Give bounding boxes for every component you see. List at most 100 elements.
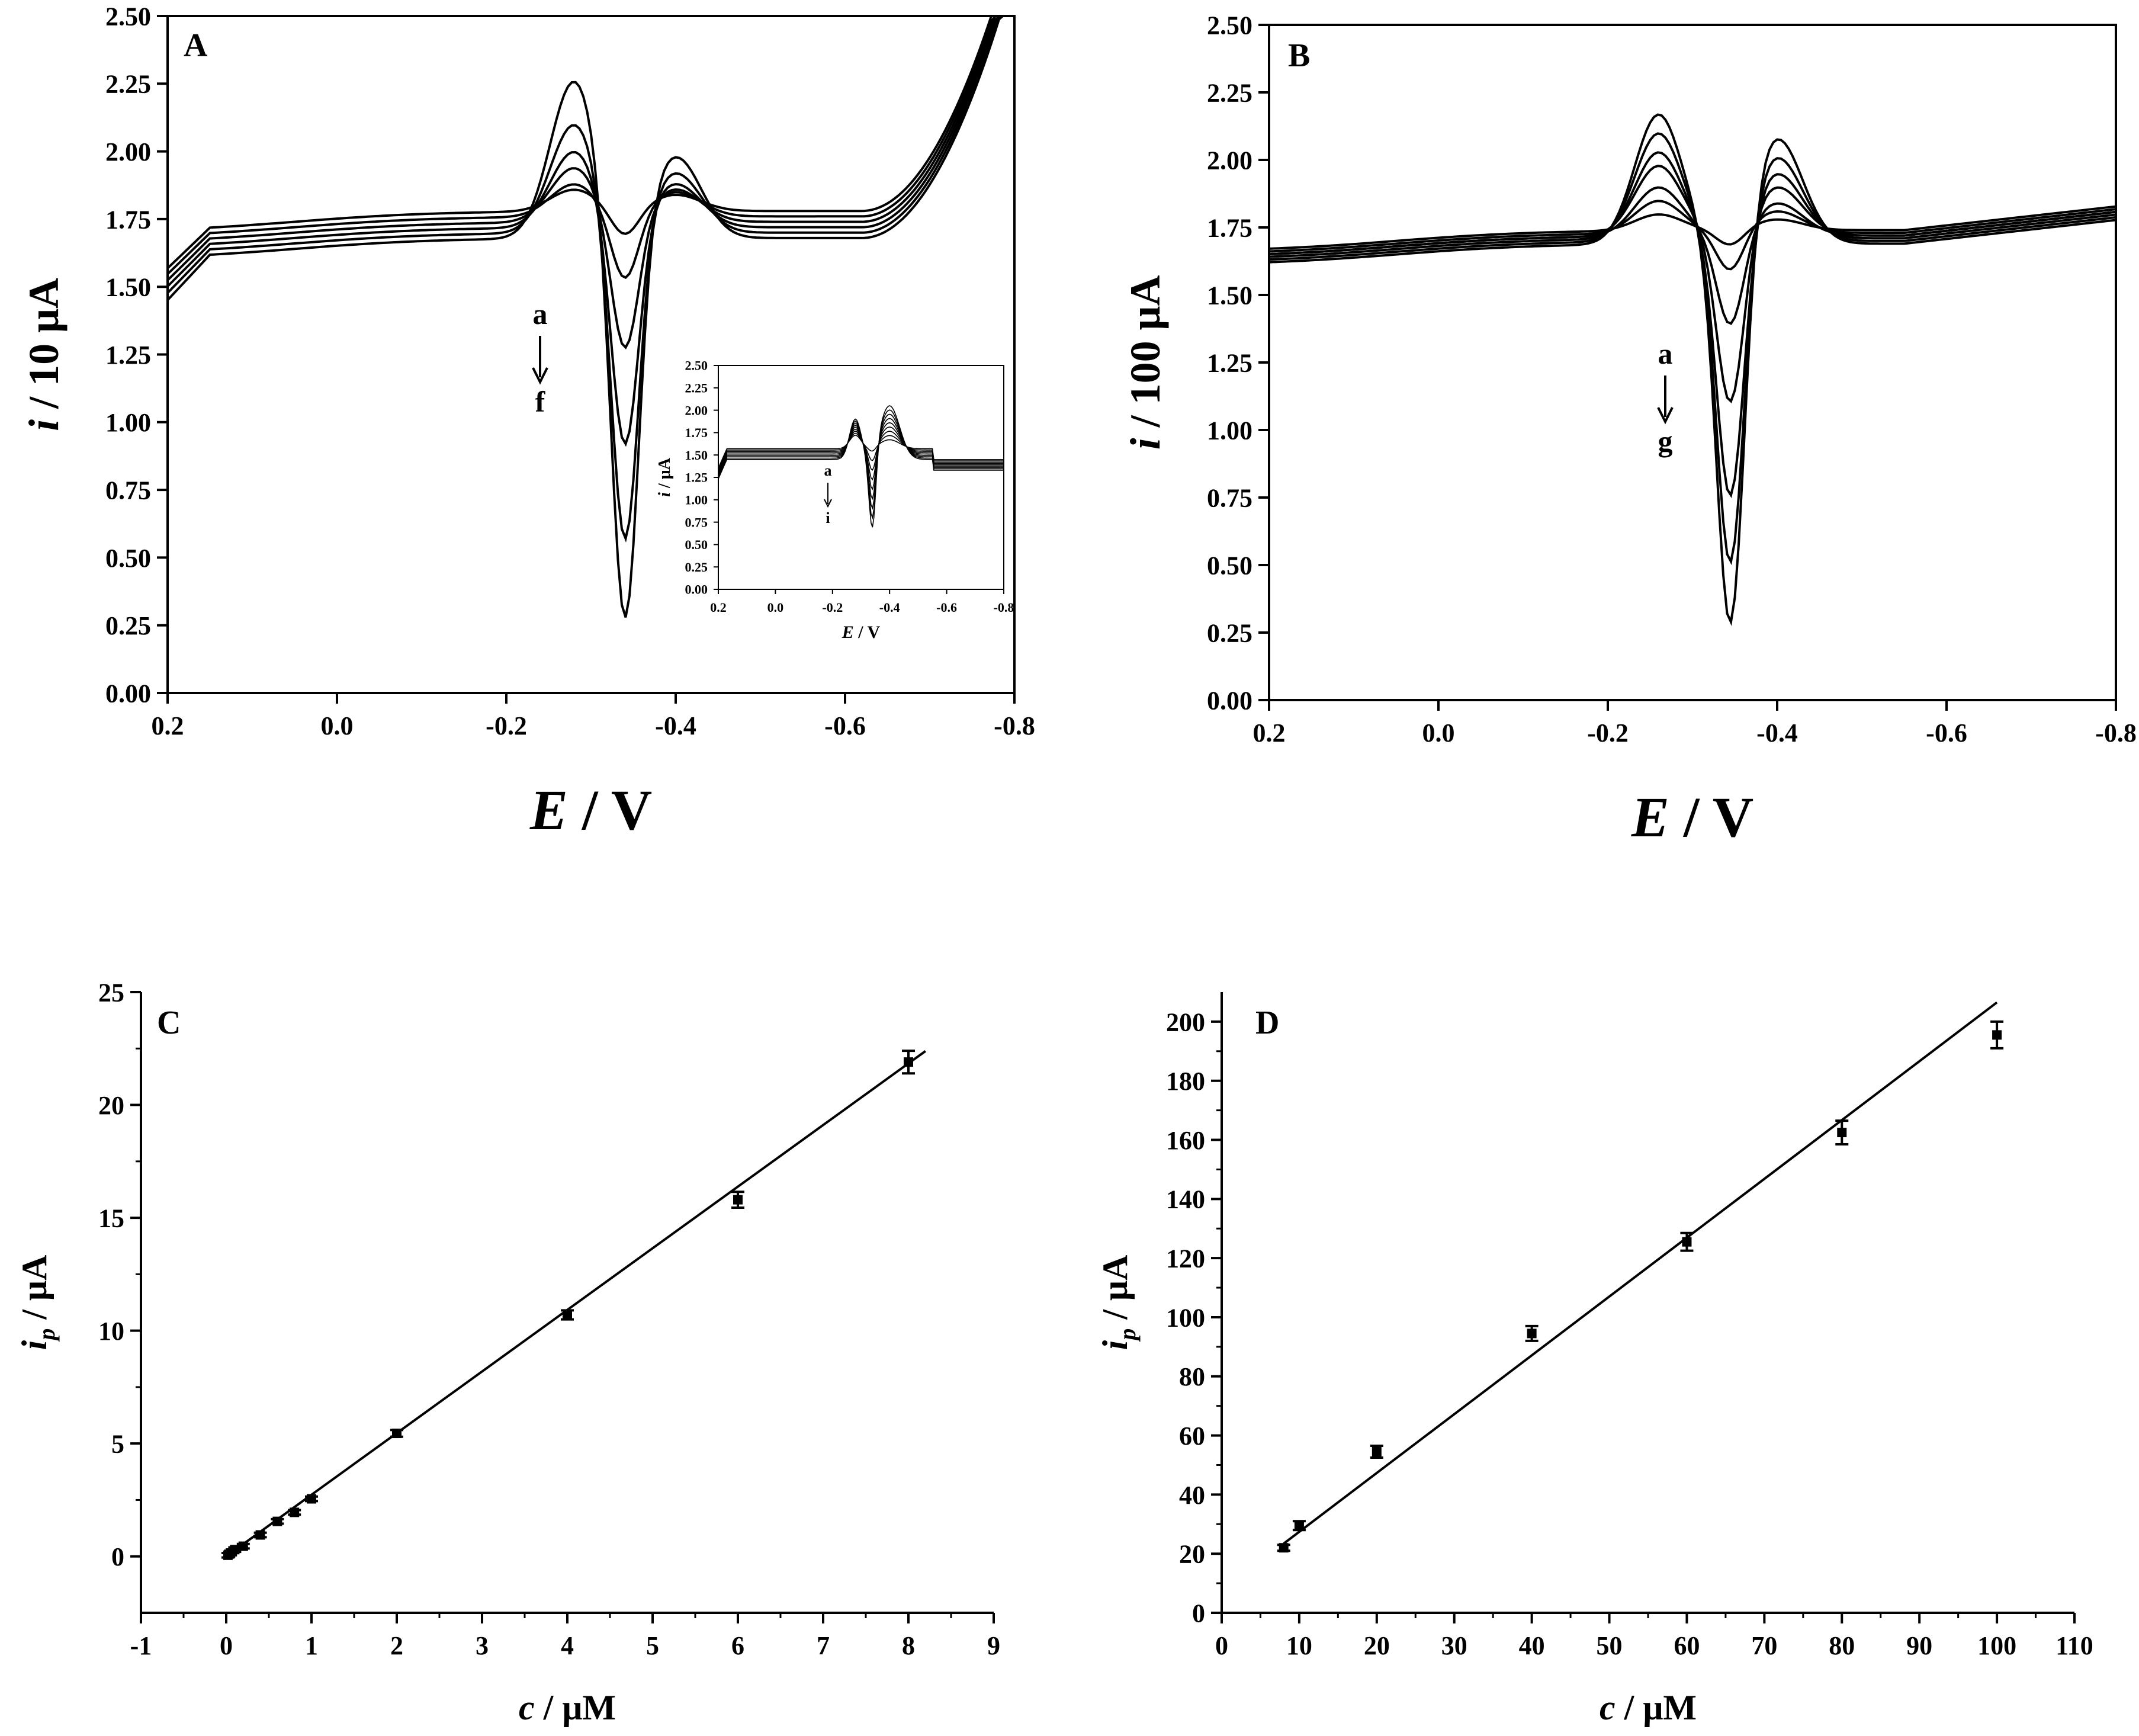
panel-A: 0.00 0.25 0.50 0.75 1.00 1.25 1.50 1.75 2.00 2.25… bbox=[20, 2, 1035, 842]
y-tick-label: 0.25 bbox=[1207, 618, 1252, 647]
x-tick-label: -0.6 bbox=[824, 711, 866, 740]
x-tick-label: 0.0 bbox=[321, 711, 354, 740]
y-axis-var: i bbox=[20, 419, 68, 431]
x-tick-label: -0.2 bbox=[486, 711, 527, 740]
x-tick-label: 0.2 bbox=[152, 711, 184, 740]
cv-curve-e bbox=[166, 15, 1014, 543]
arrow-start-label: a bbox=[1658, 337, 1673, 370]
x-tick-label: 80 bbox=[1829, 1631, 1855, 1660]
y-axis-unit: / 100 μA bbox=[1122, 275, 1169, 438]
data-point bbox=[255, 1530, 265, 1540]
data-point bbox=[307, 1494, 316, 1504]
arrow-start-label: a bbox=[533, 297, 548, 330]
data-point bbox=[904, 1057, 913, 1067]
inset-chart: 0.00 0.25 0.50 0.75 1.00 1.25 1.50 1.75 2.00 2.25… bbox=[656, 358, 1014, 642]
y-tick-label: 0.75 bbox=[1207, 483, 1252, 512]
y-tick-label: 60 bbox=[1179, 1421, 1205, 1451]
x-tick-label: -0.4 bbox=[879, 600, 900, 615]
y-axis-unit: / μA bbox=[15, 1255, 54, 1329]
y-tick-label: 15 bbox=[98, 1204, 124, 1233]
data-point bbox=[733, 1195, 743, 1205]
x-axis-var: E bbox=[529, 778, 568, 842]
fit-line bbox=[1283, 1001, 1998, 1545]
x-axis-title: c / μM bbox=[519, 1688, 616, 1727]
y-tick-label: 120 bbox=[1166, 1244, 1205, 1273]
x-axis-unit: / μM bbox=[535, 1688, 616, 1727]
y-tick-label: 2.25 bbox=[1207, 78, 1252, 107]
x-tick-label: 5 bbox=[646, 1631, 659, 1660]
y-axis-subscript: p bbox=[33, 1329, 60, 1342]
x-tick-label: -0.2 bbox=[1587, 718, 1629, 747]
y-axis-subscript: p bbox=[1114, 1329, 1141, 1342]
data-point bbox=[1837, 1128, 1847, 1138]
y-tick-label: 0.50 bbox=[105, 544, 151, 573]
y-axis-var: i bbox=[15, 1340, 54, 1350]
data-point bbox=[1992, 1030, 2002, 1040]
y-tick-label: 0.50 bbox=[1207, 551, 1252, 580]
x-axis-var: c bbox=[1600, 1688, 1616, 1727]
x-tick-label: 40 bbox=[1519, 1631, 1545, 1660]
y-tick-label: 5 bbox=[111, 1430, 124, 1459]
y-tick-label: 1.25 bbox=[1207, 348, 1252, 377]
y-axis-title: ip / μA bbox=[1096, 1255, 1141, 1350]
arrow-end-label: g bbox=[1658, 425, 1673, 458]
y-tick-label: 2.25 bbox=[105, 70, 151, 99]
x-tick-label: 3 bbox=[476, 1631, 489, 1660]
cv-curve-a bbox=[1268, 205, 2116, 250]
y-axis-title: ip / μA bbox=[15, 1255, 60, 1350]
x-axis-var: c bbox=[519, 1688, 535, 1727]
data-point bbox=[1279, 1543, 1289, 1553]
inset-x-axis-title: E / V bbox=[842, 622, 881, 642]
y-tick-label: 140 bbox=[1166, 1185, 1205, 1214]
data-point bbox=[290, 1507, 300, 1517]
inset-y-unit: / μA bbox=[656, 457, 674, 492]
y-tick-label: 200 bbox=[1166, 1007, 1205, 1037]
y-tick-label: 2.00 bbox=[105, 137, 151, 166]
panel-B: 0.00 0.25 0.50 0.75 1.00 1.25 1.50 1.75 2.00 2.25… bbox=[1122, 11, 2137, 849]
panel-label: D bbox=[1255, 1005, 1279, 1041]
inset-arrow-end-label: i bbox=[826, 509, 830, 527]
cv-curve-f bbox=[1268, 132, 2116, 566]
x-tick-label: 60 bbox=[1674, 1631, 1700, 1660]
data-point bbox=[1294, 1520, 1304, 1530]
y-tick-label: 20 bbox=[1179, 1540, 1205, 1569]
y-tick-label: 0.25 bbox=[685, 560, 708, 575]
x-tick-label: 2 bbox=[390, 1631, 403, 1660]
y-tick-label: 0.50 bbox=[685, 537, 708, 552]
y-tick-label: 0.00 bbox=[685, 582, 708, 597]
cv-curve-b bbox=[1268, 200, 2116, 271]
cv-curve-b bbox=[166, 15, 1014, 280]
y-tick-label: 80 bbox=[1179, 1362, 1205, 1391]
x-tick-label: -0.8 bbox=[2095, 718, 2137, 747]
inset-y-var: i bbox=[656, 492, 674, 497]
data-point bbox=[238, 1541, 248, 1551]
x-tick-label: 70 bbox=[1751, 1631, 1777, 1660]
data-point bbox=[392, 1429, 402, 1439]
cv-curve-g bbox=[1268, 113, 2116, 626]
x-axis-title: c / μM bbox=[1600, 1688, 1697, 1727]
x-tick-label: 0.2 bbox=[710, 600, 727, 615]
y-tick-label: 2.00 bbox=[685, 403, 708, 418]
y-tick-label: 1.00 bbox=[105, 408, 151, 437]
x-axis-title: E / V bbox=[529, 778, 652, 842]
x-tick-label: -0.2 bbox=[822, 600, 843, 615]
y-tick-label: 0.00 bbox=[1207, 686, 1252, 715]
data-point bbox=[272, 1516, 282, 1526]
x-tick-label: -0.8 bbox=[994, 600, 1014, 615]
panel-label: B bbox=[1288, 37, 1310, 74]
data-point bbox=[230, 1545, 240, 1555]
x-tick-label: 6 bbox=[731, 1631, 744, 1660]
panel-D: 0 20 40 60 80 100 120 140 160 180 200 0 10 20 30 40 50 60… bbox=[1096, 992, 2093, 1727]
y-tick-label: 1.50 bbox=[685, 448, 708, 463]
x-tick-label: -0.6 bbox=[936, 600, 957, 615]
x-tick-label: 10 bbox=[1286, 1631, 1312, 1660]
data-point bbox=[1372, 1447, 1382, 1457]
x-axis-unit: / V bbox=[1669, 785, 1753, 849]
y-tick-label: 180 bbox=[1166, 1067, 1205, 1096]
y-tick-label: 10 bbox=[98, 1317, 124, 1346]
cv-curve-c bbox=[166, 15, 1014, 350]
x-tick-label: 0.0 bbox=[1422, 718, 1455, 747]
inset-x-var: E bbox=[842, 622, 854, 642]
x-tick-label: 100 bbox=[1977, 1631, 2016, 1660]
panel-label: A bbox=[184, 27, 208, 64]
